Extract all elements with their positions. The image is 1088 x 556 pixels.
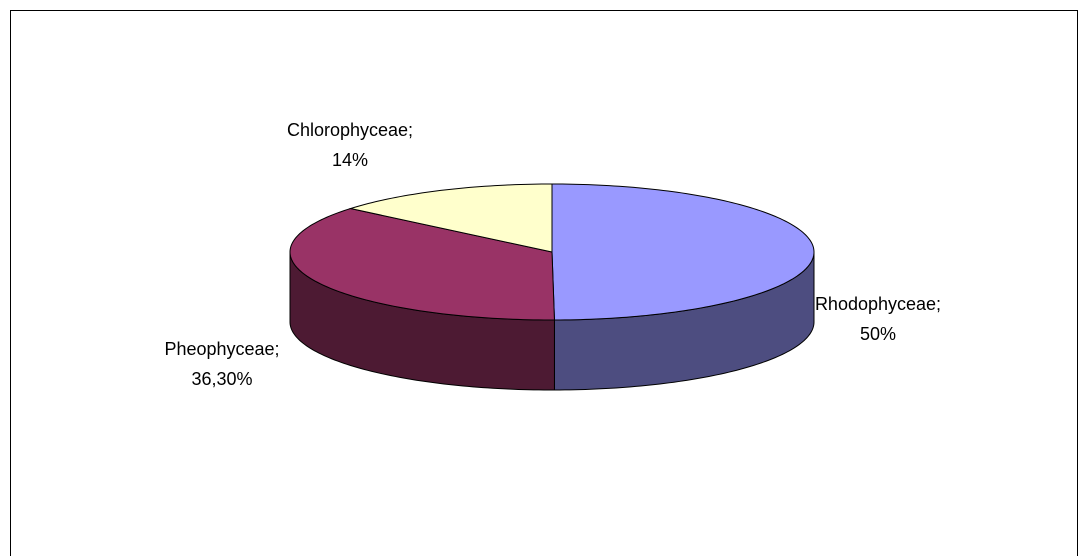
data-label: Chlorophyceae; 14%	[287, 120, 413, 170]
data-label-name: Pheophyceae;	[164, 339, 279, 359]
pie	[289, 183, 815, 391]
data-label: Rhodophyceae; 50%	[815, 294, 941, 344]
labels: Rhodophyceae; 50% Pheophyceae; 36,30% Chloro…	[164, 120, 941, 389]
data-label-value: 50%	[860, 324, 896, 344]
data-label-value: 14%	[332, 150, 368, 170]
slice	[348, 183, 553, 253]
data-label: Pheophyceae; 36,30%	[164, 339, 279, 389]
data-label-value: 36,30%	[191, 369, 252, 389]
data-label-name: Rhodophyceae;	[815, 294, 941, 314]
data-label-name: Chlorophyceae;	[287, 120, 413, 140]
slice	[289, 208, 555, 321]
slice	[551, 183, 815, 321]
